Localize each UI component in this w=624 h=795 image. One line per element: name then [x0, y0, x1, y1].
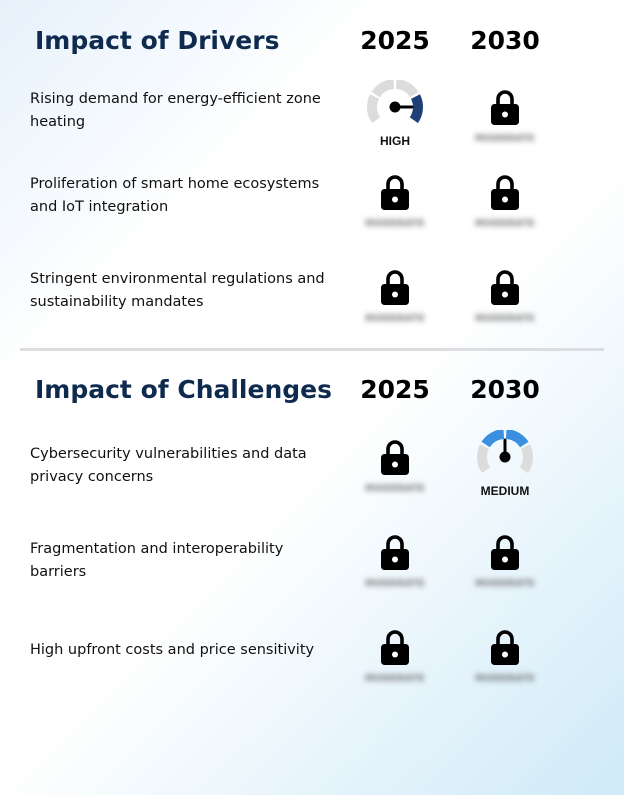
driver-row: Stringent environmental regulations and …: [0, 260, 624, 340]
driver-impact-2030[interactable]: MODERATE: [460, 260, 550, 340]
challenges-year-2025: 2025: [360, 375, 430, 404]
driver-label: Proliferation of smart home ecosystems a…: [30, 176, 320, 215]
hidden-impact-level: MODERATE: [365, 484, 425, 494]
hidden-impact-level: MODERATE: [475, 219, 535, 229]
lock-icon: [491, 90, 519, 125]
challenge-row: High upfront costs and price sensitivity…: [0, 620, 624, 700]
lock-icon: [381, 535, 409, 570]
challenge-impact-2025[interactable]: MODERATE: [350, 620, 440, 700]
challenge-row: Fragmentation and interoperability barri…: [0, 525, 624, 605]
challenge-label: Cybersecurity vulnerabilities and data p…: [30, 446, 307, 485]
section-divider: [20, 348, 604, 351]
hidden-impact-level: MODERATE: [365, 579, 425, 589]
challenges-title: Impact of Challenges: [35, 375, 332, 404]
lock-icon: [381, 175, 409, 210]
challenge-impact-2030[interactable]: MODERATE: [460, 620, 550, 700]
challenges-year-2030: 2030: [470, 375, 540, 404]
lock-icon: [381, 440, 409, 475]
drivers-year-2025: 2025: [360, 26, 430, 55]
driver-impact-2025[interactable]: MODERATE: [350, 165, 440, 245]
gauge-icon: [367, 80, 423, 124]
driver-label: Stringent environmental regulations and …: [30, 271, 325, 310]
impact-level-label: MEDIUM: [480, 484, 530, 498]
driver-impact-2025[interactable]: MODERATE: [350, 260, 440, 340]
challenge-label: High upfront costs and price sensitivity: [30, 642, 315, 658]
lock-icon: [381, 630, 409, 665]
hidden-impact-level: MODERATE: [365, 219, 425, 229]
challenge-impact-2025[interactable]: MODERATE: [350, 525, 440, 605]
driver-impact-2030[interactable]: MODERATE: [460, 80, 550, 160]
lock-icon: [491, 535, 519, 570]
hidden-impact-level: MODERATE: [475, 314, 535, 324]
driver-impact-2025: HIGH: [350, 80, 440, 160]
drivers-title: Impact of Drivers: [35, 26, 280, 55]
driver-label: Rising demand for energy-efficient zone …: [30, 91, 321, 130]
hidden-impact-level: MODERATE: [365, 674, 425, 684]
driver-row: Proliferation of smart home ecosystems a…: [0, 165, 624, 245]
challenge-impact-2030[interactable]: MODERATE: [460, 525, 550, 605]
drivers-year-2030: 2030: [470, 26, 540, 55]
lock-icon: [381, 270, 409, 305]
challenge-impact-2030: MEDIUM: [460, 430, 550, 510]
hidden-impact-level: MODERATE: [365, 314, 425, 324]
lock-icon: [491, 270, 519, 305]
hidden-impact-level: MODERATE: [475, 579, 535, 589]
hidden-impact-level: MODERATE: [475, 134, 535, 144]
lock-icon: [491, 630, 519, 665]
challenge-impact-2025[interactable]: MODERATE: [350, 430, 440, 510]
impact-level-label: HIGH: [380, 134, 410, 148]
driver-row: Rising demand for energy-efficient zone …: [0, 80, 624, 160]
driver-impact-2030[interactable]: MODERATE: [460, 165, 550, 245]
gauge-icon: [477, 430, 533, 474]
challenge-row: Cybersecurity vulnerabilities and data p…: [0, 430, 624, 510]
hidden-impact-level: MODERATE: [475, 674, 535, 684]
lock-icon: [491, 175, 519, 210]
challenge-label: Fragmentation and interoperability barri…: [30, 541, 284, 580]
